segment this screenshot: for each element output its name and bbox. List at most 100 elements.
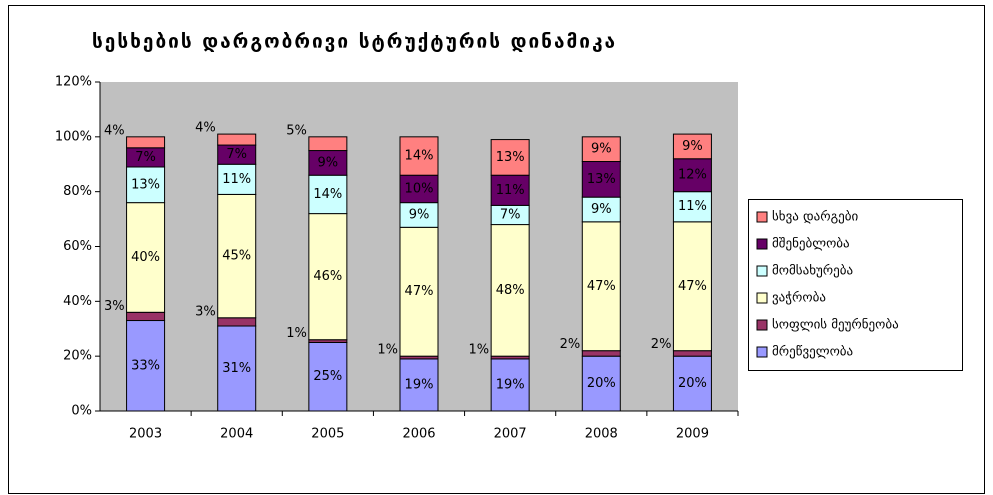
data-label: 40% bbox=[131, 250, 160, 265]
bar-segment bbox=[126, 166, 166, 204]
data-label: 19% bbox=[405, 377, 434, 392]
y-tick-label: 0% bbox=[71, 404, 92, 419]
y-tick-label: 60% bbox=[63, 239, 92, 254]
bar-segment bbox=[581, 196, 621, 223]
bar-segment bbox=[217, 133, 257, 146]
data-label: 7% bbox=[226, 147, 247, 162]
chart-title: სესხების დარგობრივი სტრუქტურის დინამიკა bbox=[92, 31, 617, 53]
bar-segment bbox=[581, 355, 621, 412]
bar-segment bbox=[308, 136, 348, 152]
y-tick-label: 40% bbox=[63, 294, 92, 309]
bar-segment bbox=[308, 213, 348, 341]
data-label: 10% bbox=[405, 181, 434, 196]
data-label: 13% bbox=[496, 150, 525, 165]
bar-segment bbox=[217, 317, 257, 327]
data-label: 14% bbox=[313, 187, 342, 202]
data-label: 7% bbox=[500, 207, 521, 222]
data-label: 20% bbox=[678, 376, 707, 391]
y-tick-label: 100% bbox=[55, 129, 92, 144]
data-label: 2% bbox=[560, 337, 581, 352]
data-label: 9% bbox=[409, 207, 430, 222]
bar-segment bbox=[399, 136, 439, 176]
legend-swatch bbox=[756, 319, 768, 331]
bar-segment bbox=[308, 150, 348, 176]
y-tick-label: 80% bbox=[63, 184, 92, 199]
bar-segment bbox=[399, 226, 439, 357]
data-label: 31% bbox=[222, 361, 251, 376]
x-tick-label: 2007 bbox=[494, 427, 527, 442]
data-label: 2% bbox=[651, 337, 672, 352]
bar-segment bbox=[581, 136, 621, 163]
data-label: 14% bbox=[405, 149, 434, 164]
data-label: 48% bbox=[496, 283, 525, 298]
data-label: 13% bbox=[587, 172, 616, 187]
bar-segment bbox=[126, 136, 166, 149]
bar-segment bbox=[399, 174, 439, 204]
data-label: 9% bbox=[591, 202, 612, 217]
data-label: 45% bbox=[222, 249, 251, 264]
data-label: 47% bbox=[405, 284, 434, 299]
bar-segment bbox=[581, 161, 621, 198]
data-label: 47% bbox=[587, 279, 616, 294]
bar-segment bbox=[490, 358, 530, 412]
data-label: 33% bbox=[131, 358, 160, 373]
data-label: 1% bbox=[286, 326, 307, 341]
legend-label: მშენებლობა bbox=[772, 237, 850, 252]
bar-segment bbox=[581, 350, 621, 357]
bar-segment bbox=[672, 158, 712, 193]
bar-segment bbox=[217, 163, 257, 195]
data-label: 25% bbox=[313, 369, 342, 384]
x-tick-label: 2009 bbox=[676, 427, 709, 442]
x-tick-label: 2006 bbox=[402, 427, 435, 442]
data-label: 11% bbox=[678, 199, 707, 214]
data-label: 19% bbox=[496, 377, 525, 392]
x-tick-label: 2004 bbox=[220, 427, 253, 442]
x-tick-label: 2008 bbox=[585, 427, 618, 442]
legend-label: მომსახურება bbox=[772, 264, 853, 279]
data-label: 9% bbox=[682, 139, 703, 154]
bar-segment bbox=[308, 341, 348, 412]
bar-segment bbox=[126, 320, 166, 412]
data-label: 12% bbox=[678, 168, 707, 183]
data-label: 11% bbox=[496, 183, 525, 198]
bar-segment bbox=[308, 174, 348, 215]
data-label: 47% bbox=[678, 279, 707, 294]
bar-segment bbox=[217, 325, 257, 412]
data-label: 5% bbox=[286, 123, 307, 138]
y-tick-label: 120% bbox=[55, 75, 92, 90]
legend-swatch bbox=[756, 238, 768, 250]
x-tick-label: 2003 bbox=[129, 427, 162, 442]
legend-label: მრეწველობა bbox=[772, 345, 853, 360]
data-label: 9% bbox=[591, 142, 612, 157]
y-tick-label: 20% bbox=[63, 349, 92, 364]
bar-segment bbox=[490, 174, 530, 206]
legend-swatch bbox=[756, 211, 768, 223]
bar-segment bbox=[126, 202, 166, 313]
data-label: 1% bbox=[377, 343, 398, 358]
legend-label: სხვა დარგები bbox=[772, 210, 858, 225]
legend-label: ვაჭრობა bbox=[772, 291, 826, 306]
legend-swatch bbox=[756, 292, 768, 304]
data-label: 7% bbox=[135, 150, 156, 165]
bar-segment bbox=[672, 350, 712, 357]
bar-segment bbox=[399, 358, 439, 412]
bar-segment bbox=[581, 221, 621, 352]
data-label: 3% bbox=[104, 299, 125, 314]
bar-segment bbox=[672, 221, 712, 352]
bar-segment bbox=[672, 133, 712, 160]
data-label: 4% bbox=[104, 123, 125, 138]
data-label: 13% bbox=[131, 177, 160, 192]
data-label: 3% bbox=[195, 304, 216, 319]
data-label: 4% bbox=[195, 121, 216, 136]
bar-segment bbox=[490, 224, 530, 357]
data-label: 1% bbox=[469, 343, 490, 358]
bar-segment bbox=[126, 311, 166, 322]
x-tick-label: 2005 bbox=[311, 427, 344, 442]
data-label: 9% bbox=[318, 155, 339, 170]
data-label: 46% bbox=[313, 269, 342, 284]
legend-swatch bbox=[756, 346, 768, 358]
data-label: 20% bbox=[587, 376, 616, 391]
data-label: 11% bbox=[222, 172, 251, 187]
bar-segment bbox=[490, 139, 530, 176]
